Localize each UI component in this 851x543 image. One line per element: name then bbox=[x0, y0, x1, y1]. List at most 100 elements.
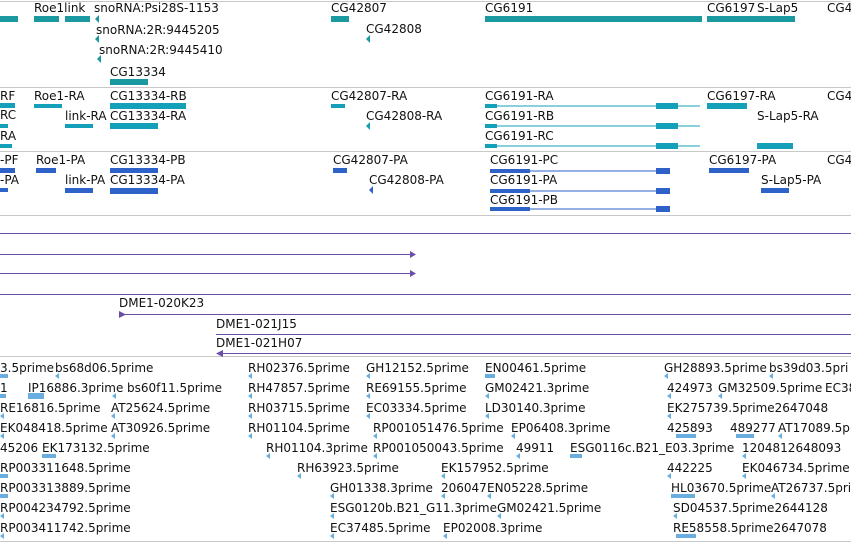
transcript-label[interactable]: RC bbox=[0, 108, 16, 122]
est-glyph[interactable] bbox=[667, 413, 671, 419]
est-glyph[interactable] bbox=[111, 413, 115, 419]
est-glyph[interactable] bbox=[0, 474, 8, 478]
est-label[interactable]: RP004234792.5prime bbox=[0, 501, 131, 515]
gene-label[interactable]: CG4 bbox=[827, 1, 851, 15]
gene-glyph[interactable] bbox=[331, 16, 349, 22]
protein-label[interactable]: -PA bbox=[0, 173, 20, 187]
est-glyph[interactable] bbox=[248, 393, 252, 399]
transcript-label[interactable]: CG13334-RB bbox=[110, 89, 187, 103]
transcript-glyph[interactable] bbox=[366, 122, 370, 130]
est-label[interactable]: RE58558.5prime2647078 bbox=[673, 521, 827, 535]
est-glyph[interactable] bbox=[667, 393, 671, 399]
protein-label[interactable]: -PF bbox=[0, 153, 19, 167]
protein-glyph[interactable] bbox=[0, 168, 15, 173]
transcript-glyph[interactable] bbox=[707, 103, 747, 109]
est-glyph[interactable] bbox=[366, 413, 370, 419]
transcript-glyph[interactable] bbox=[0, 144, 12, 148]
clone-label[interactable]: DME1-021H07 bbox=[216, 336, 302, 350]
transcript-label[interactable]: CG6191-RB bbox=[485, 109, 554, 123]
gene-label[interactable]: CG42807 bbox=[331, 1, 387, 15]
est-glyph[interactable] bbox=[664, 373, 668, 379]
est-glyph[interactable] bbox=[485, 413, 489, 419]
transcript-label[interactable]: link-RA bbox=[65, 109, 107, 123]
gene-label[interactable]: CG6191 bbox=[485, 1, 533, 15]
est-label[interactable]: EC37485.5prime bbox=[330, 521, 431, 535]
protein-glyph[interactable] bbox=[36, 168, 56, 173]
est-glyph[interactable] bbox=[667, 473, 671, 479]
est-label[interactable]: 49911 bbox=[516, 441, 554, 455]
transcript-label[interactable]: RF bbox=[0, 89, 15, 103]
est-glyph[interactable] bbox=[248, 433, 252, 439]
protein-label[interactable]: CG42807-PA bbox=[333, 153, 409, 167]
est-glyph[interactable] bbox=[112, 393, 116, 399]
protein-glyph[interactable] bbox=[490, 189, 530, 193]
est-glyph[interactable] bbox=[736, 434, 754, 438]
est-glyph[interactable] bbox=[671, 494, 695, 498]
est-label[interactable]: RH47857.5prime bbox=[248, 381, 350, 395]
est-glyph[interactable] bbox=[441, 473, 445, 479]
est-label[interactable]: RH01104.3prime bbox=[266, 441, 368, 455]
est-glyph[interactable] bbox=[443, 533, 447, 539]
transcript-label[interactable]: CG6191-RA bbox=[485, 89, 554, 103]
gene-label[interactable]: S-Lap5 bbox=[757, 1, 798, 15]
est-glyph[interactable] bbox=[676, 434, 696, 438]
est-label[interactable]: RP001051476.5prime bbox=[373, 421, 504, 435]
gene-glyph[interactable] bbox=[34, 16, 59, 22]
est-label[interactable]: RH01104.5prime bbox=[248, 421, 350, 435]
gene-label[interactable]: snoRNA:Psi28S-1153 bbox=[94, 1, 219, 15]
est-label[interactable]: GH01338.3prime bbox=[330, 481, 433, 495]
transcript-glyph[interactable] bbox=[656, 103, 678, 109]
est-label[interactable]: 424973 bbox=[667, 381, 713, 395]
est-label[interactable]: 442225 bbox=[667, 461, 713, 475]
est-glyph[interactable] bbox=[485, 393, 489, 399]
transcript-glyph[interactable] bbox=[0, 124, 8, 128]
protein-label[interactable]: CG6197-PA bbox=[709, 153, 777, 167]
protein-glyph[interactable] bbox=[490, 169, 530, 173]
est-label[interactable]: AT26737.5pri bbox=[771, 481, 851, 495]
est-label[interactable]: RE69155.5prime bbox=[366, 381, 467, 395]
est-glyph[interactable] bbox=[42, 454, 56, 458]
est-label[interactable]: GM02421.3prime bbox=[485, 381, 589, 395]
est-label[interactable]: GH12152.5prime bbox=[366, 361, 469, 375]
transcript-label[interactable]: CG42808-RA bbox=[366, 109, 443, 123]
est-glyph[interactable] bbox=[297, 473, 301, 479]
est-label[interactable]: RP003411742.5prime bbox=[0, 521, 131, 535]
gene-label[interactable]: CG13334 bbox=[110, 65, 166, 79]
est-glyph[interactable] bbox=[485, 374, 495, 378]
transcript-label[interactable]: CG4 bbox=[827, 89, 851, 103]
est-glyph[interactable] bbox=[0, 494, 8, 498]
est-glyph[interactable] bbox=[28, 393, 44, 399]
est-glyph[interactable] bbox=[516, 453, 520, 459]
est-label[interactable]: RE16816.5prime bbox=[0, 401, 101, 415]
transcript-label[interactable]: RA bbox=[0, 129, 17, 143]
transcript-glyph[interactable] bbox=[757, 143, 793, 149]
protein-label[interactable]: CG13334-PB bbox=[110, 153, 186, 167]
est-glyph[interactable] bbox=[248, 373, 252, 379]
protein-glyph[interactable] bbox=[656, 188, 670, 194]
est-label[interactable]: EP06408.3prime bbox=[511, 421, 610, 435]
protein-glyph[interactable] bbox=[110, 168, 158, 173]
gene-glyph[interactable] bbox=[97, 55, 101, 63]
protein-label[interactable]: CG6191-PA bbox=[490, 173, 558, 187]
transcript-glyph[interactable] bbox=[110, 123, 158, 129]
est-label[interactable]: GM32509.5prime bbox=[718, 381, 822, 395]
transcript-glyph[interactable] bbox=[0, 103, 15, 108]
est-glyph[interactable] bbox=[771, 493, 775, 499]
gene-glyph[interactable] bbox=[707, 16, 757, 22]
est-label[interactable]: RH02376.5prime bbox=[248, 361, 350, 375]
transcript-glyph[interactable] bbox=[110, 103, 186, 109]
est-label[interactable]: bs39d03.5pri bbox=[769, 361, 848, 375]
protein-label[interactable]: CG42808-PA bbox=[369, 173, 445, 187]
est-label[interactable]: IP16886.3prime bbox=[28, 381, 123, 395]
est-glyph[interactable] bbox=[330, 493, 334, 499]
est-glyph[interactable] bbox=[497, 513, 501, 519]
transcript-label[interactable]: CG42807-RA bbox=[331, 89, 408, 103]
transcript-glyph[interactable] bbox=[656, 143, 678, 149]
est-glyph[interactable] bbox=[742, 453, 746, 459]
est-glyph[interactable] bbox=[742, 473, 746, 479]
est-glyph[interactable] bbox=[366, 393, 370, 399]
gene-glyph[interactable] bbox=[65, 16, 90, 22]
protein-glyph[interactable] bbox=[656, 168, 670, 174]
est-glyph[interactable] bbox=[0, 513, 4, 519]
gene-glyph[interactable] bbox=[95, 15, 99, 23]
